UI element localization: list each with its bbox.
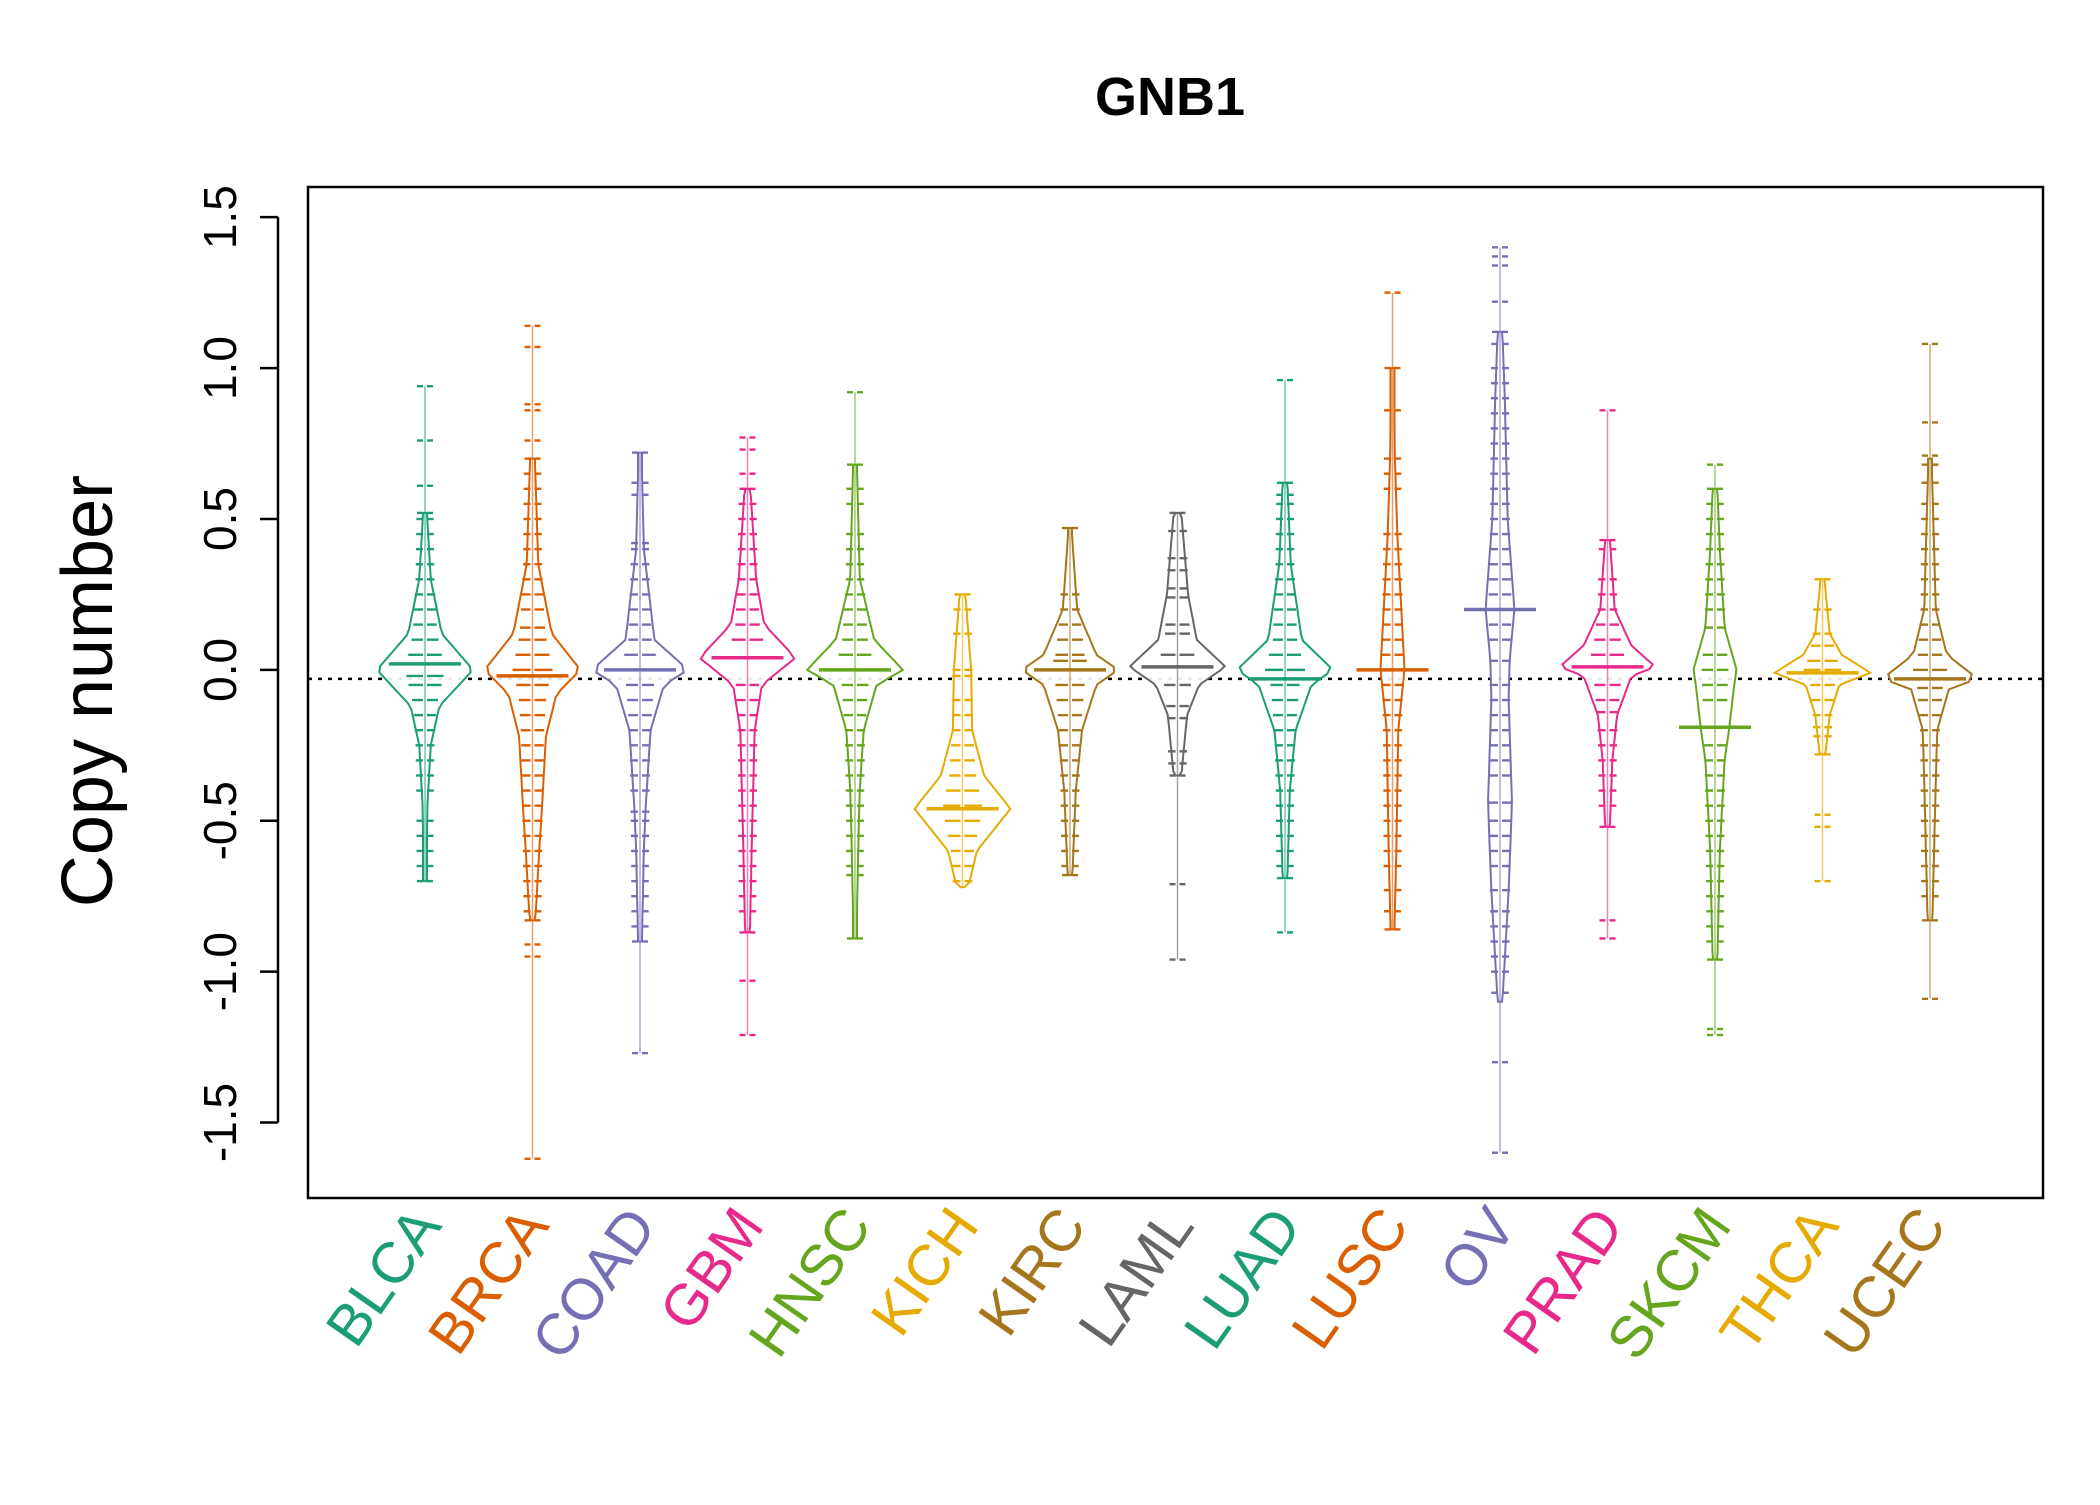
bean-luad bbox=[1238, 378, 1332, 934]
y-tick-label: 0.0 bbox=[194, 638, 246, 702]
x-category-label: LUSC bbox=[1279, 1196, 1421, 1360]
bean-kirc bbox=[1024, 526, 1116, 877]
bean-lusc bbox=[1356, 291, 1429, 931]
y-axis: -1.5 -1.0 -0.5 0.0 0.5 1.0 1.5 bbox=[194, 185, 280, 1162]
y-tick-label: -1.0 bbox=[194, 932, 246, 1011]
y-tick-label: -1.5 bbox=[194, 1083, 246, 1162]
chart-title: GNB1 bbox=[1095, 67, 1245, 127]
y-axis-title: Copy number bbox=[48, 475, 128, 907]
y-tick-label: -0.5 bbox=[194, 781, 246, 860]
bean-ov bbox=[1464, 246, 1536, 1154]
bean-brca bbox=[486, 324, 579, 1160]
bean-blca bbox=[378, 384, 472, 883]
x-category-label: KICH bbox=[858, 1196, 991, 1347]
bean-kich bbox=[913, 593, 1012, 889]
x-category-label: OV bbox=[1427, 1196, 1528, 1302]
bean-laml bbox=[1128, 511, 1227, 961]
bean-hnsc bbox=[805, 391, 905, 940]
y-tick-label: 1.5 bbox=[194, 185, 246, 249]
plot-frame bbox=[306, 185, 2045, 1200]
bean-ucec bbox=[1887, 342, 1973, 1001]
beans-layer bbox=[308, 246, 2043, 1160]
bean-gbm bbox=[699, 436, 796, 1037]
x-category-label: LUAD bbox=[1172, 1196, 1314, 1360]
bean-skcm bbox=[1679, 463, 1751, 1037]
y-tick-label: 0.5 bbox=[194, 487, 246, 551]
y-tick-label: 1.0 bbox=[194, 336, 246, 400]
bean-coad bbox=[595, 451, 685, 1055]
bean-thca bbox=[1772, 578, 1873, 883]
bean-prad bbox=[1561, 409, 1654, 940]
